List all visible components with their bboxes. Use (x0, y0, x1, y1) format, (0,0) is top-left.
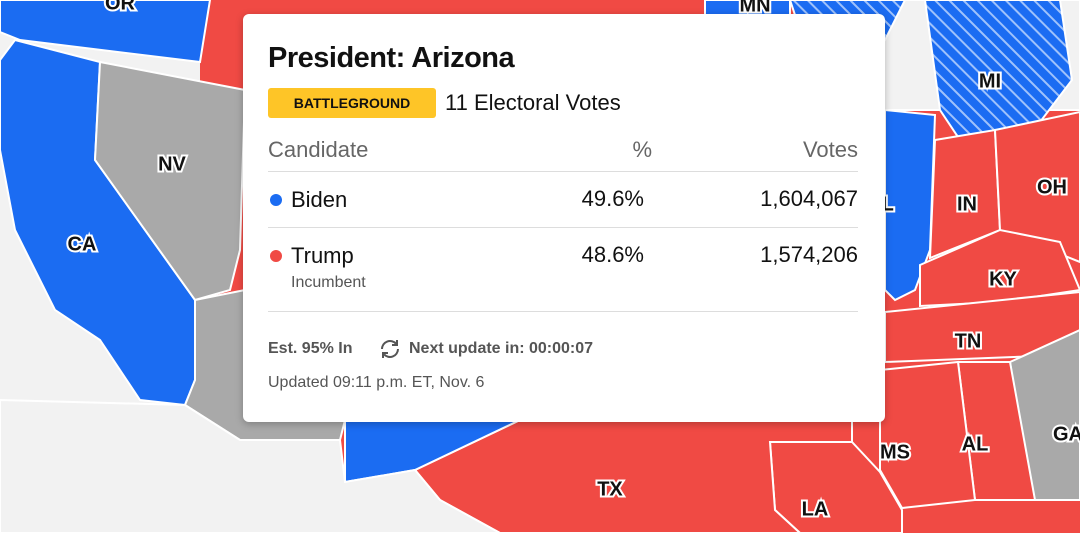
state-oh[interactable] (993, 110, 1080, 264)
state-label: KY (989, 268, 1017, 290)
popup-card: President: Arizona BATTLEGROUND 11 Elect… (243, 14, 885, 422)
state-label: LA (802, 498, 829, 520)
state-label: NV (158, 153, 186, 175)
state-label: IN (957, 193, 977, 215)
column-header: % (632, 137, 652, 162)
candidate-name: Trump (291, 243, 354, 268)
state-or[interactable] (0, 0, 212, 64)
state-label: MS (880, 441, 910, 463)
divider (268, 227, 858, 228)
candidate-name: Biden (291, 187, 348, 212)
electoral-votes: 11 Electoral Votes (445, 90, 621, 115)
candidate-percent: 48.6% (581, 242, 644, 267)
state-ms[interactable] (879, 360, 977, 510)
state-label: TN (955, 330, 982, 352)
state-label: TX (597, 478, 623, 500)
divider (268, 311, 858, 312)
refresh-icon[interactable] (378, 337, 402, 361)
candidate-votes: 1,604,067 (760, 186, 858, 211)
state-il[interactable] (884, 108, 937, 302)
column-header: Candidate (268, 137, 369, 162)
state-label: MN (739, 0, 770, 16)
state-label: OR (105, 0, 136, 14)
next-update: Next update in: 00:00:07 (409, 340, 594, 357)
candidate-dot (270, 194, 282, 206)
state-label: MI (979, 70, 1001, 92)
state-label: AL (962, 433, 989, 455)
reporting-status: Est. 95% In (268, 340, 353, 357)
candidate-votes: 1,574,206 (760, 242, 858, 267)
state-ky[interactable] (919, 228, 1080, 308)
updated-time: Updated 09:11 p.m. ET, Nov. 6 (268, 374, 485, 391)
candidate-percent: 49.6% (581, 186, 644, 211)
state-label: CA (68, 233, 97, 255)
state-label: GA (1053, 423, 1080, 445)
candidate-dot (270, 250, 282, 262)
popup-title: President: Arizona (268, 42, 515, 74)
column-header: Votes (802, 137, 858, 162)
state-label: OH (1037, 176, 1067, 198)
land-mexico (0, 398, 501, 533)
badge: BATTLEGROUND (268, 88, 436, 118)
divider (268, 171, 858, 172)
candidate-note: Incumbent (291, 274, 366, 291)
